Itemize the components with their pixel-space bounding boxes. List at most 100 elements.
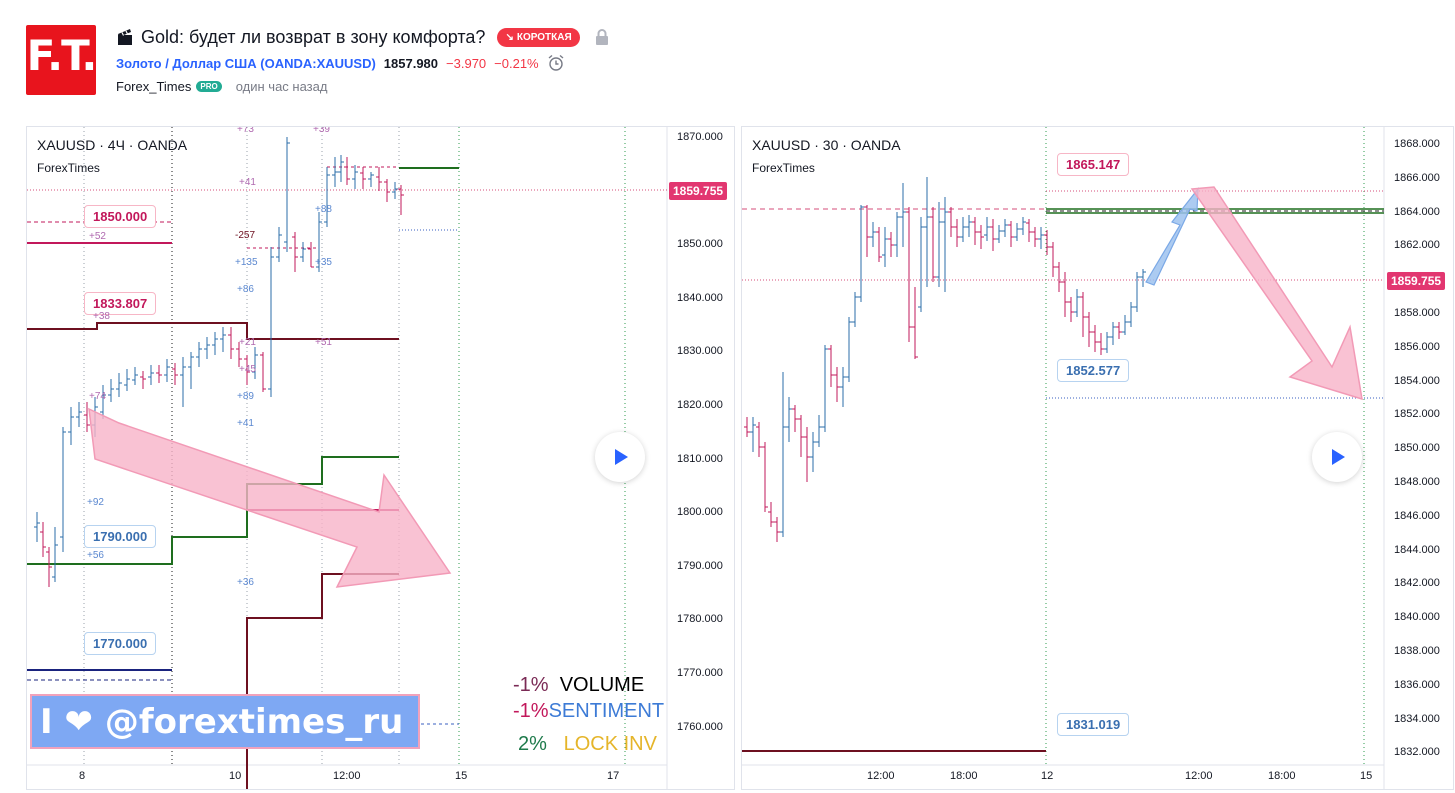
price-axis-label: 1800.000 <box>677 506 723 519</box>
price-axis-label: 1840.000 <box>677 291 723 304</box>
candles-right <box>744 177 1146 542</box>
play-button-left[interactable] <box>595 432 645 482</box>
price-axis-label: 1770.000 <box>677 667 723 679</box>
author-logo[interactable]: F.T. <box>26 25 97 95</box>
arrow-down-right-icon: ↘ <box>505 31 514 43</box>
play-button-right[interactable] <box>1312 432 1362 482</box>
price-axis-label: 1854.000 <box>1394 374 1440 387</box>
level-num: +73 <box>237 126 254 135</box>
price-axis-label: 1862.000 <box>1394 239 1440 252</box>
short-badge: ↘ КОРОТКАЯ <box>497 27 580 47</box>
callout-1770: 1770.000 <box>84 632 157 655</box>
price-axis-label: 1844.000 <box>1394 543 1440 556</box>
time-label-1800: 18:00 <box>950 770 978 782</box>
legend-sentiment: -1%SENTIMENT <box>513 700 665 722</box>
time-label-15: 15 <box>455 770 468 782</box>
time-label-1800-b: 18:00 <box>1268 770 1296 782</box>
time-label-8: 8 <box>79 770 86 782</box>
price-axis-label: 1850.000 <box>1394 442 1440 455</box>
level-num: -257 <box>235 230 256 241</box>
level-num: +41 <box>239 177 256 188</box>
callout-1865: 1865.147 <box>1057 153 1130 176</box>
price-axis-label: 1852.000 <box>1394 408 1440 421</box>
publish-time: один час назад <box>235 79 328 94</box>
chart-canvas-right[interactable] <box>742 127 1454 790</box>
alarm-clock-icon[interactable] <box>547 54 565 72</box>
legend-lock-inv: 2% LOCK INV <box>518 733 657 755</box>
chart-canvas-left[interactable] <box>27 127 735 790</box>
pro-badge: PRO <box>196 81 222 92</box>
change-pct: −0.21% <box>494 55 539 71</box>
time-label-1200: 12:00 <box>333 770 361 782</box>
price-axis-label: 1850.000 <box>677 238 723 251</box>
level-num: +45 <box>239 364 256 375</box>
level-num: +36 <box>237 577 254 588</box>
callout-1831: 1831.019 <box>1057 713 1130 736</box>
price-axis-label: 1856.000 <box>1394 340 1440 353</box>
short-badge-label: КОРОТКАЯ <box>516 31 572 43</box>
callout-1833: 1833.807 <box>84 292 157 315</box>
idea-title[interactable]: Gold: будет ли возврат в зону комфорта? <box>141 26 486 47</box>
author-name[interactable]: Forex_Times <box>116 79 192 94</box>
chart-title-left: XAUUSD · 4Ч · OANDA <box>37 137 188 153</box>
last-price: 1857.980 <box>383 55 439 71</box>
price-axis-label: 1820.000 <box>677 399 723 411</box>
price-axis-label: 1780.000 <box>677 613 723 626</box>
price-axis-label: 1834.000 <box>1394 712 1440 725</box>
price-axis-label: 1858.000 <box>1394 307 1440 319</box>
chart-subtitle-right: ForexTimes <box>752 161 815 175</box>
clapperboard-icon <box>118 29 132 45</box>
title-row: Gold: будет ли возврат в зону комфорта? … <box>116 26 610 48</box>
price-axis-label: 1836.000 <box>1394 678 1440 691</box>
price-axis-label: 1810.000 <box>677 452 723 465</box>
level-num: +21 <box>239 337 256 348</box>
symbol-link[interactable]: Золото / Доллар США (OANDA:XAUUSD) <box>116 55 376 71</box>
level-num: +51 <box>315 337 332 348</box>
current-price-tag-left: 1859.755 <box>669 182 728 200</box>
price-axis-label: 1838.000 <box>1394 645 1440 657</box>
bullish-arrow-right <box>1145 187 1199 286</box>
callout-1850: 1850.000 <box>84 205 157 228</box>
time-label-17: 17 <box>607 770 620 782</box>
level-num: +41 <box>237 418 254 429</box>
level-num: +38 <box>93 311 110 322</box>
promo-banner: I ❤ @forextimes_ru <box>30 694 420 749</box>
level-num: +52 <box>89 231 106 242</box>
callout-1852: 1852.577 <box>1057 359 1130 382</box>
chart-panel-left[interactable]: XAUUSD · 4Ч · OANDA ForexTimes 1870.000 1… <box>26 126 735 790</box>
time-label-10: 10 <box>229 770 242 782</box>
level-num: +88 <box>315 204 332 215</box>
candles-left <box>34 137 404 587</box>
chart-title-right: XAUUSD · 30 · OANDA <box>752 137 901 153</box>
price-axis-label: 1760.000 <box>677 720 723 733</box>
time-label-12: 12 <box>1041 770 1054 782</box>
chart-subtitle-left: ForexTimes <box>37 161 100 175</box>
price-axis-label: 1868.000 <box>1394 138 1440 150</box>
level-num: +92 <box>87 497 104 508</box>
chart-panel-right[interactable]: XAUUSD · 30 · OANDA ForexTimes 1868.000 1… <box>741 126 1454 790</box>
lock-icon <box>595 29 608 45</box>
symbol-row: Золото / Доллар США (OANDA:XAUUSD) 1857.… <box>116 54 565 72</box>
legend-volume: -1% VOLUME <box>513 674 645 696</box>
price-axis-label: 1870.000 <box>677 131 723 143</box>
price-axis-label: 1790.000 <box>677 559 723 572</box>
bearish-arrow-right <box>1190 186 1363 401</box>
level-num: +135 <box>235 257 258 268</box>
level-num: +89 <box>237 391 254 402</box>
change-abs: −3.970 <box>446 55 487 71</box>
level-num: +86 <box>237 284 254 295</box>
level-num: +35 <box>315 257 332 268</box>
time-label-15: 15 <box>1360 770 1373 782</box>
price-axis-label: 1846.000 <box>1394 509 1440 522</box>
callout-1790: 1790.000 <box>84 525 157 548</box>
current-price-tag-right: 1859.755 <box>1387 272 1446 290</box>
time-label-1200: 12:00 <box>867 770 895 782</box>
price-axis-label: 1848.000 <box>1394 476 1440 488</box>
level-num: +56 <box>87 550 104 561</box>
price-axis-label: 1866.000 <box>1394 171 1440 184</box>
author-row: Forex_Times PRO один час назад <box>116 79 327 94</box>
price-axis-label: 1832.000 <box>1394 746 1440 759</box>
banner-text: I ❤ @forextimes_ru <box>40 702 404 742</box>
bearish-arrow-left <box>88 407 452 588</box>
price-axis-label: 1864.000 <box>1394 205 1440 218</box>
